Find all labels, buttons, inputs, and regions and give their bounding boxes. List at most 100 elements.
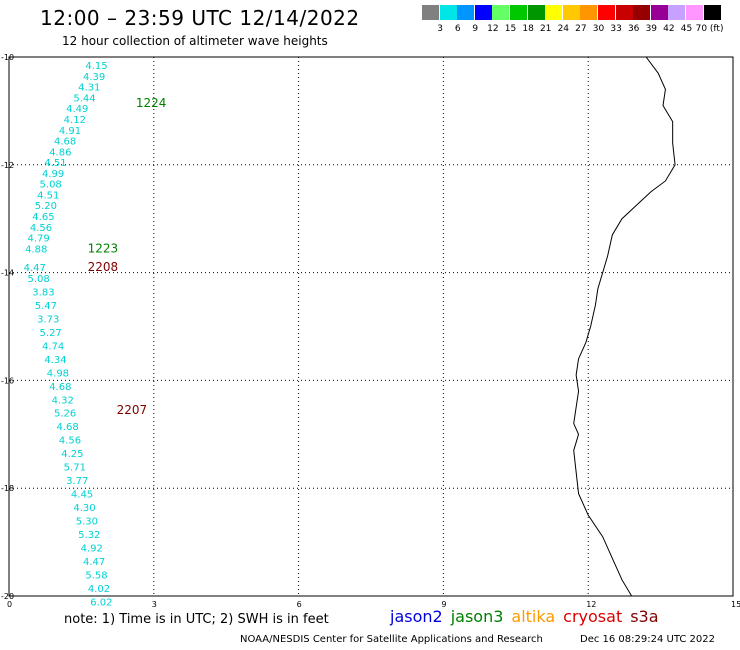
wave-height-label: 4.32 xyxy=(52,395,74,406)
wave-height-label: 4.56 xyxy=(59,436,81,447)
wave-height-label: 4.02 xyxy=(88,584,110,595)
wave-height-label: 4.49 xyxy=(66,104,88,115)
scale-swatch xyxy=(492,5,510,20)
scale-swatch xyxy=(615,5,633,20)
scale-swatch xyxy=(633,5,651,20)
wave-height-label: 4.25 xyxy=(61,449,83,460)
pass-label: 1224 xyxy=(136,96,167,110)
wave-height-label: 4.47 xyxy=(24,263,46,274)
scale-swatch xyxy=(686,5,703,20)
scale-label: 24 xyxy=(557,24,570,34)
wave-height-label: 4.12 xyxy=(64,115,86,126)
coastline xyxy=(573,56,676,597)
scale-swatch xyxy=(650,5,668,20)
pass-label: 1223 xyxy=(88,241,119,255)
wave-height-label: 3.73 xyxy=(37,314,59,325)
scale-label: 27 xyxy=(575,24,587,34)
legend-item: s3a xyxy=(630,607,659,626)
wave-height-label: 4.51 xyxy=(37,190,59,201)
wave-height-label: 4.31 xyxy=(78,83,100,94)
pass-label: 2207 xyxy=(117,403,148,417)
scale-swatch xyxy=(668,5,686,20)
scale-swatch xyxy=(474,5,492,20)
wave-height-label: 3.77 xyxy=(66,476,88,487)
scale-label: 70 (ft) xyxy=(695,24,724,34)
wave-height-label: 4.98 xyxy=(47,368,69,379)
footer-timestamp: Dec 16 08:29:24 UTC 2022 xyxy=(580,634,715,645)
legend-item: jason3 xyxy=(450,607,504,626)
x-tick-label: 12 xyxy=(586,600,596,609)
scale-label: 9 xyxy=(472,24,479,34)
scale-swatch xyxy=(422,5,439,20)
legend-item: jason2 xyxy=(390,607,443,626)
y-tick-label: -20 xyxy=(1,592,14,601)
scale-swatch xyxy=(598,5,615,20)
y-tick-label: -14 xyxy=(1,269,14,278)
scale-swatch xyxy=(580,5,598,20)
wave-height-label: 4.91 xyxy=(59,126,81,137)
scale-label: 36 xyxy=(627,24,640,34)
scale-swatch xyxy=(457,5,475,20)
wave-height-label: 4.79 xyxy=(27,234,49,245)
wave-height-label: 5.58 xyxy=(85,570,107,581)
wave-height-label: 5.20 xyxy=(35,201,57,212)
legend-item: altika xyxy=(511,607,556,626)
wave-height-label: 4.68 xyxy=(56,422,78,433)
scale-swatch xyxy=(510,5,527,20)
wave-height-label: 4.15 xyxy=(85,61,107,72)
wave-height-label: 5.27 xyxy=(40,328,62,339)
wave-height-label: 4.39 xyxy=(83,72,105,83)
wave-height-label: 5.71 xyxy=(64,463,86,474)
wave-height-label: 4.65 xyxy=(32,212,54,223)
wave-height-label: 4.45 xyxy=(71,490,93,501)
wave-height-label: 4.47 xyxy=(83,557,105,568)
scale-label: 30 xyxy=(592,24,605,34)
wave-height-label: 4.88 xyxy=(25,244,47,255)
scale-label: 21 xyxy=(539,24,552,34)
scale-label: 18 xyxy=(522,24,534,34)
pass-label: 2208 xyxy=(88,260,119,274)
wave-height-label: 4.51 xyxy=(44,158,66,169)
wave-height-label: 4.68 xyxy=(49,382,71,393)
scale-label: 33 xyxy=(610,24,622,34)
wave-height-label: 5.26 xyxy=(54,409,76,420)
scale-label: 42 xyxy=(663,24,675,34)
wave-height-label: 4.86 xyxy=(49,147,71,158)
wave-height-label: 5.30 xyxy=(76,517,98,528)
scale-swatch xyxy=(562,5,580,20)
y-tick-label: -18 xyxy=(1,484,14,493)
map-title: 12:00 – 23:59 UTC 12/14/2022 xyxy=(40,6,360,30)
scale-swatch xyxy=(527,5,545,20)
legend-item: cryosat xyxy=(563,607,623,626)
wave-height-label: 4.56 xyxy=(30,223,52,234)
wave-height-label: 3.83 xyxy=(32,287,54,298)
footnote: note: 1) Time is in UTC; 2) SWH is in fe… xyxy=(64,612,329,627)
x-tick-label: 15 xyxy=(731,600,740,609)
y-tick-label: -16 xyxy=(1,376,14,385)
wave-height-label: 4.30 xyxy=(73,503,95,514)
x-tick-label: 3 xyxy=(152,600,157,609)
wave-height-label: 5.08 xyxy=(27,274,49,285)
scale-label: 45 xyxy=(680,24,693,34)
scale-label: 15 xyxy=(504,24,517,34)
wave-height-label: 4.34 xyxy=(44,355,66,366)
footer-credit: NOAA/NESDIS Center for Satellite Applica… xyxy=(240,634,543,645)
scale-label: 6 xyxy=(454,24,461,34)
x-tick-label: 6 xyxy=(297,600,302,609)
scale-swatch xyxy=(545,5,563,20)
wave-height-label: 4.92 xyxy=(81,543,103,554)
wave-height-label: 4.74 xyxy=(42,341,64,352)
y-tick-label: -12 xyxy=(1,161,14,170)
scale-swatch xyxy=(439,5,457,20)
wave-height-label: 5.32 xyxy=(78,530,100,541)
wave-height-label: 6.02 xyxy=(90,597,112,608)
scale-label: 39 xyxy=(645,24,658,34)
y-tick-label: -10 xyxy=(1,53,14,62)
map-subtitle: 12 hour collection of altimeter wave hei… xyxy=(62,34,328,48)
scale-swatch xyxy=(703,5,721,20)
scale-label: 12 xyxy=(487,24,499,34)
satellite-legend: jason2 jason3 altika cryosat s3a xyxy=(390,607,667,626)
scale-label: 3 xyxy=(437,24,443,34)
wave-height-label: 5.47 xyxy=(35,301,57,312)
